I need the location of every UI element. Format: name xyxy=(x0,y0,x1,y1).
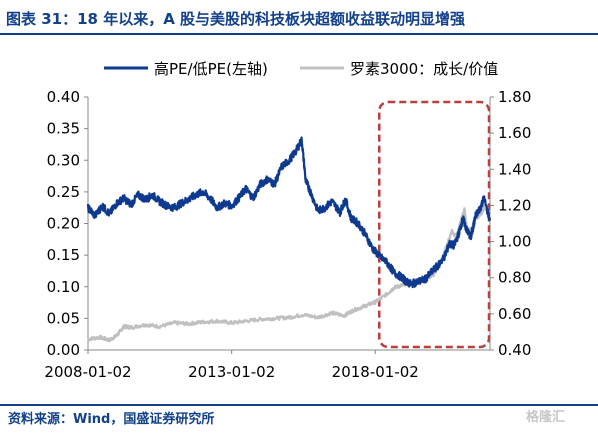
legend-item-russell-label: 罗素3000：成长/价值 xyxy=(350,60,498,78)
header-rule xyxy=(0,33,598,35)
x-tick-label: 2013-01-02 xyxy=(188,363,275,381)
axes: 0.00 0.05 0.10 0.15 0.20 0.25 0.30 0.35 0.40 0.40… xyxy=(44,88,531,381)
right-tick-label: 1.00 xyxy=(498,233,531,251)
left-tick-label: 0.00 xyxy=(47,341,80,359)
x-tick-label: 2008-01-02 xyxy=(44,363,131,381)
left-tick-label: 0.05 xyxy=(47,309,80,327)
left-tick-label: 0.40 xyxy=(47,88,80,106)
source-note: 资料来源：Wind，国盛证券研究所 xyxy=(8,412,215,427)
left-tick-label: 0.15 xyxy=(47,246,80,264)
left-tick-label: 0.25 xyxy=(47,183,80,201)
legend-item-high-low-pe-label: 高PE/低PE(左轴) xyxy=(154,60,268,78)
right-tick-label: 1.40 xyxy=(498,160,531,178)
left-tick-label: 0.10 xyxy=(47,278,80,296)
right-tick-label: 0.80 xyxy=(498,269,531,287)
right-tick-label: 1.80 xyxy=(498,88,531,106)
x-tick-label: 2018-01-02 xyxy=(332,363,419,381)
right-tick-label: 0.60 xyxy=(498,305,531,323)
footer-rule xyxy=(0,404,598,406)
left-tick-label: 0.20 xyxy=(47,215,80,233)
highlight-layer xyxy=(378,100,491,349)
series-line-russell-growth-value xyxy=(87,203,492,343)
right-tick-label: 1.60 xyxy=(498,124,531,142)
highlight-box xyxy=(378,100,491,349)
right-tick-label: 0.40 xyxy=(498,341,531,359)
series-line-high-low-pe xyxy=(86,136,492,289)
chart-title: 图表 31：18 年以来，A 股与美股的科技板块超额收益联动明显增强 xyxy=(6,10,466,28)
left-tick-label: 0.35 xyxy=(47,120,80,138)
left-tick-label: 0.30 xyxy=(47,151,80,169)
series-layer xyxy=(86,136,492,343)
watermark-logo: 格隆汇 xyxy=(526,410,566,425)
legend: 高PE/低PE(左轴) 罗素3000：成长/价值 xyxy=(104,60,498,78)
right-tick-label: 1.20 xyxy=(498,196,531,214)
